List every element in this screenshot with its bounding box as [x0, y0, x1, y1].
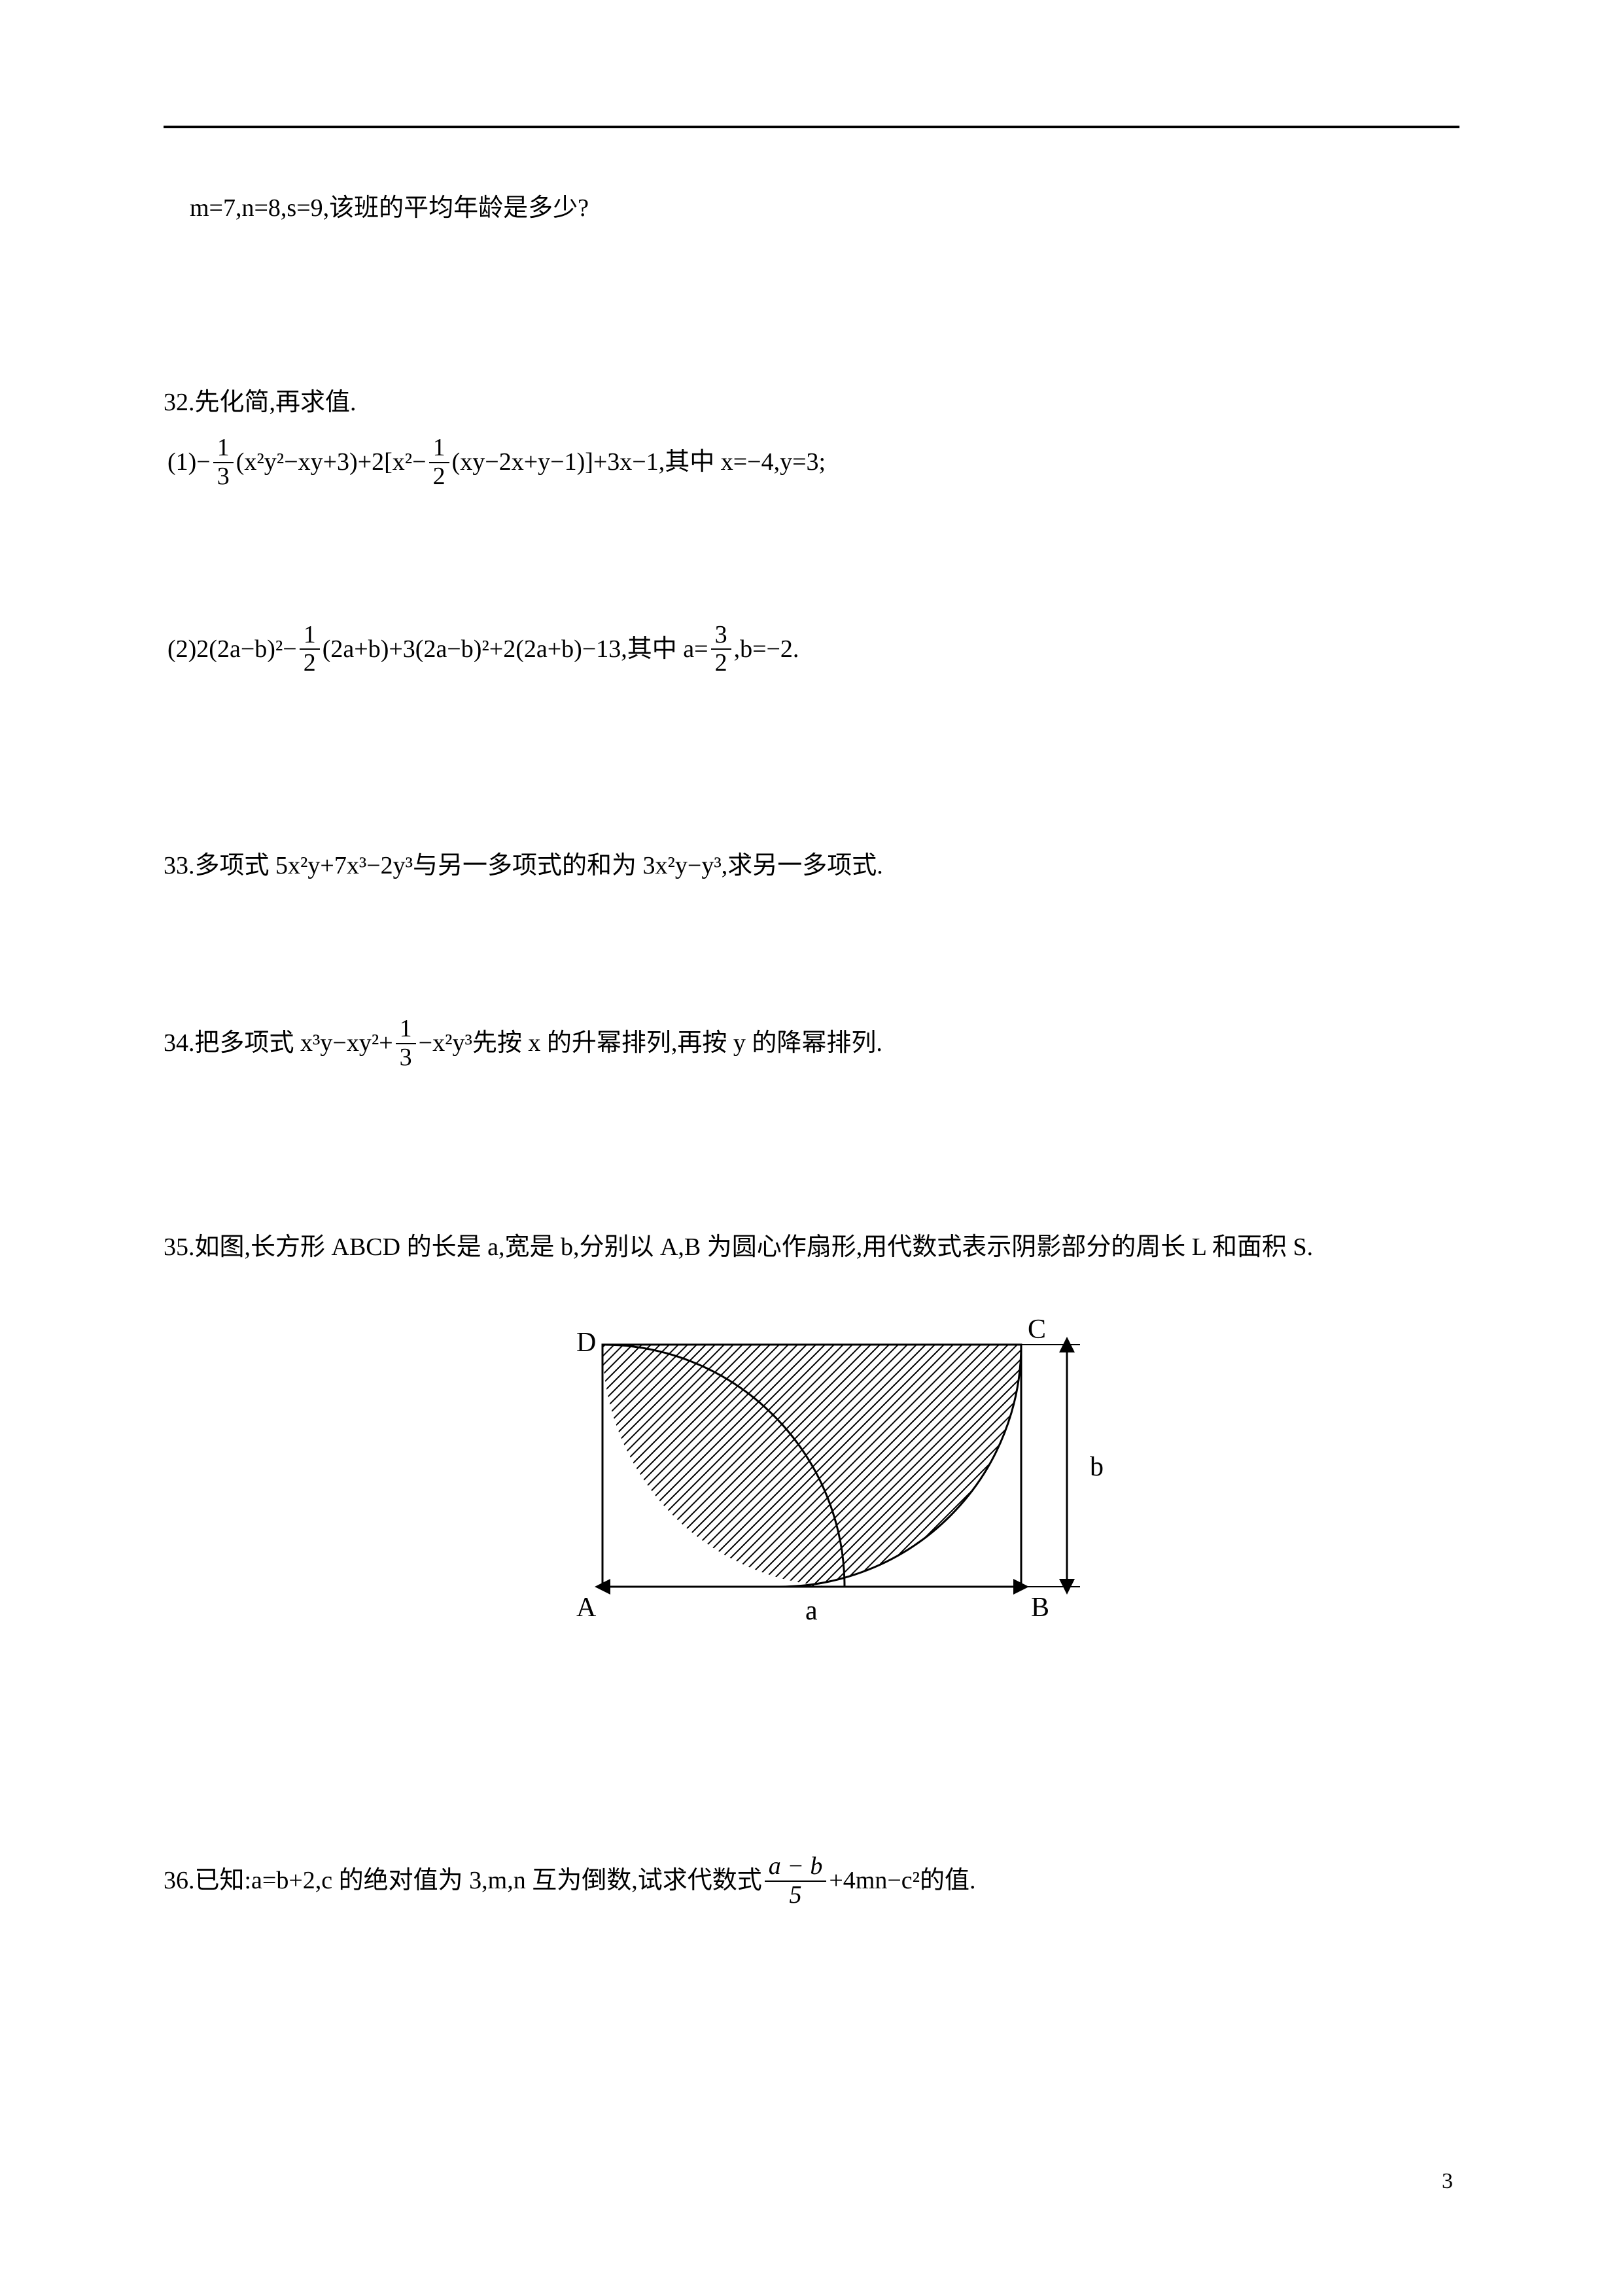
- fraction: 1 2: [429, 434, 449, 491]
- fraction: 1 3: [213, 434, 234, 491]
- q32-part2: (2)2(2a−b)²− 1 2 (2a+b)+3(2a−b)²+2(2a+b)…: [167, 622, 799, 678]
- frac-den: 2: [300, 650, 320, 677]
- svg-text:A: A: [576, 1593, 597, 1623]
- fraction: 1 3: [396, 1016, 416, 1072]
- frac-num: 3: [711, 622, 731, 650]
- fraction: a − b 5: [765, 1853, 827, 1909]
- q32-title: 32.先化简,再求值.: [164, 384, 1459, 421]
- fraction: 3 2: [711, 622, 731, 678]
- fraction: 1 2: [300, 622, 320, 678]
- frac-den: 2: [429, 463, 449, 491]
- q36-b: +4mn−c²的值.: [829, 1862, 975, 1899]
- rectangle-arcs-svg: D C A Ba b: [511, 1292, 1113, 1659]
- frac-den: 5: [765, 1882, 827, 1909]
- question-32: 32.先化简,再求值. (1)− 1 3 (x²y²−xy+3)+2[x²− 1…: [164, 384, 1459, 677]
- frac-num: a − b: [765, 1853, 827, 1882]
- q32-p1-c: (xy−2x+y−1)]+3x−1,其中 x=−4,y=3;: [452, 444, 826, 481]
- question-33: 33.多项式 5x²y+7x³−2y³与另一多项式的和为 3x²y−y³,求另一…: [164, 847, 1459, 885]
- q35-figure: D C A Ba b: [164, 1292, 1459, 1670]
- question-36: 36.已知:a=b+2,c 的绝对值为 3,m,n 互为倒数,试求代数式 a −…: [164, 1853, 976, 1909]
- q32-p2-c: ,b=−2.: [734, 631, 799, 668]
- q32-p2-a: (2)2(2a−b)²−: [167, 631, 297, 668]
- question-34: 34.把多项式 x³y−xy²+ 1 3 −x²y³先按 x 的升幂排列,再按 …: [164, 1016, 882, 1072]
- q32-p2-b: (2a+b)+3(2a−b)²+2(2a+b)−13,其中 a=: [323, 631, 708, 668]
- frac-den: 2: [711, 650, 731, 677]
- page: m=7,n=8,s=9,该班的平均年龄是多少? 32.先化简,再求值. (1)−…: [0, 0, 1623, 2296]
- svg-text:a: a: [805, 1596, 818, 1626]
- svg-text:B: B: [1031, 1593, 1049, 1623]
- q34-b: −x²y³先按 x 的升幂排列,再按 y 的降幂排列.: [419, 1025, 882, 1062]
- q34-a: 34.把多项式 x³y−xy²+: [164, 1025, 393, 1062]
- frac-den: 3: [396, 1044, 416, 1072]
- svg-text:C: C: [1028, 1315, 1046, 1345]
- q36-a: 36.已知:a=b+2,c 的绝对值为 3,m,n 互为倒数,试求代数式: [164, 1862, 762, 1899]
- q32-part1: (1)− 1 3 (x²y²−xy+3)+2[x²− 1 2 (xy−2x+y−…: [167, 434, 826, 491]
- svg-text:b: b: [1090, 1452, 1104, 1482]
- frac-num: 1: [429, 434, 449, 463]
- frac-num: 1: [396, 1016, 416, 1044]
- top-rule: [164, 126, 1459, 128]
- frac-den: 3: [213, 463, 234, 491]
- frac-num: 1: [213, 434, 234, 463]
- continuation-line: m=7,n=8,s=9,该班的平均年龄是多少?: [164, 190, 1459, 227]
- frac-num: 1: [300, 622, 320, 650]
- svg-text:D: D: [576, 1328, 596, 1358]
- q32-p1-b: (x²y²−xy+3)+2[x²−: [236, 444, 427, 481]
- page-number: 3: [1442, 2164, 1453, 2198]
- question-35: 35.如图,长方形 ABCD 的长是 a,宽是 b,分别以 A,B 为圆心作扇形…: [164, 1229, 1459, 1266]
- q32-p1-a: (1)−: [167, 444, 211, 481]
